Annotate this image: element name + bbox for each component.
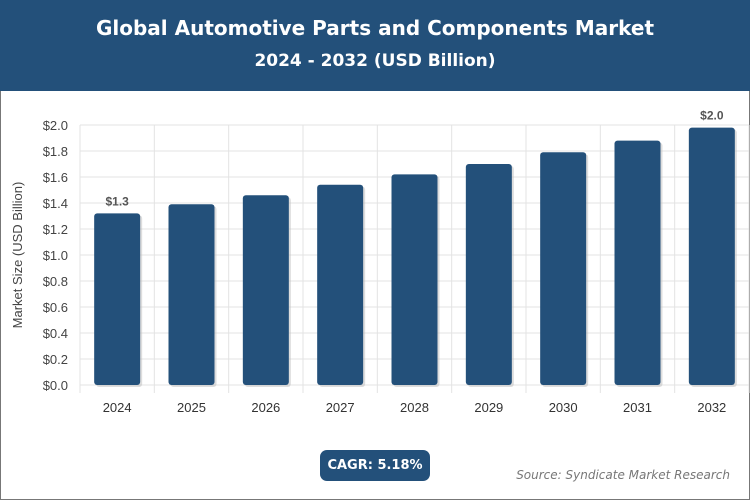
chart-title: Global Automotive Parts and Components M… <box>95 16 655 40</box>
y-tick-label: $1.4 <box>43 196 68 211</box>
x-tick-label: 2028 <box>400 400 429 415</box>
bar-2029 <box>465 164 512 385</box>
y-tick-label: $0.2 <box>43 352 68 367</box>
bar-2031 <box>614 140 661 385</box>
bar-2026 <box>242 195 289 385</box>
x-tick-label: 2029 <box>474 400 503 415</box>
bar-2032 <box>688 127 735 385</box>
source-note: Source: Syndicate Market Research <box>516 468 730 482</box>
y-tick-label: $0.6 <box>43 300 68 315</box>
chart-header: Global Automotive Parts and Components M… <box>0 0 750 91</box>
x-tick-label: 2030 <box>549 400 578 415</box>
x-tick-label: 2025 <box>177 400 206 415</box>
bar-2024 <box>94 213 141 385</box>
y-tick-label: $1.8 <box>43 144 68 159</box>
y-tick-label: $1.2 <box>43 222 68 237</box>
cagr-badge: CAGR: 5.18% <box>320 450 430 481</box>
y-tick-label: $2.0 <box>43 118 68 133</box>
x-tick-label: 2032 <box>697 400 726 415</box>
x-tick-label: 2024 <box>103 400 132 415</box>
bar-2025 <box>168 204 215 385</box>
chart-subtitle: 2024 - 2032 (USD Billion) <box>254 51 496 71</box>
x-tick-label: 2027 <box>326 400 355 415</box>
y-tick-label: $1.6 <box>43 170 68 185</box>
x-tick-label: 2031 <box>623 400 652 415</box>
y-tick-label: $1.0 <box>43 248 68 263</box>
y-tick-label: $0.4 <box>43 326 68 341</box>
bar-2027 <box>317 184 364 385</box>
bar-2028 <box>391 174 438 385</box>
y-axis-label: Market Size (USD Billion) <box>10 182 25 329</box>
data-label: $1.3 <box>105 194 129 208</box>
data-label: $2.0 <box>700 109 724 123</box>
y-tick-label: $0.8 <box>43 274 68 289</box>
bar-2030 <box>540 152 587 385</box>
x-tick-label: 2026 <box>251 400 280 415</box>
y-tick-label: $0.0 <box>43 378 68 393</box>
